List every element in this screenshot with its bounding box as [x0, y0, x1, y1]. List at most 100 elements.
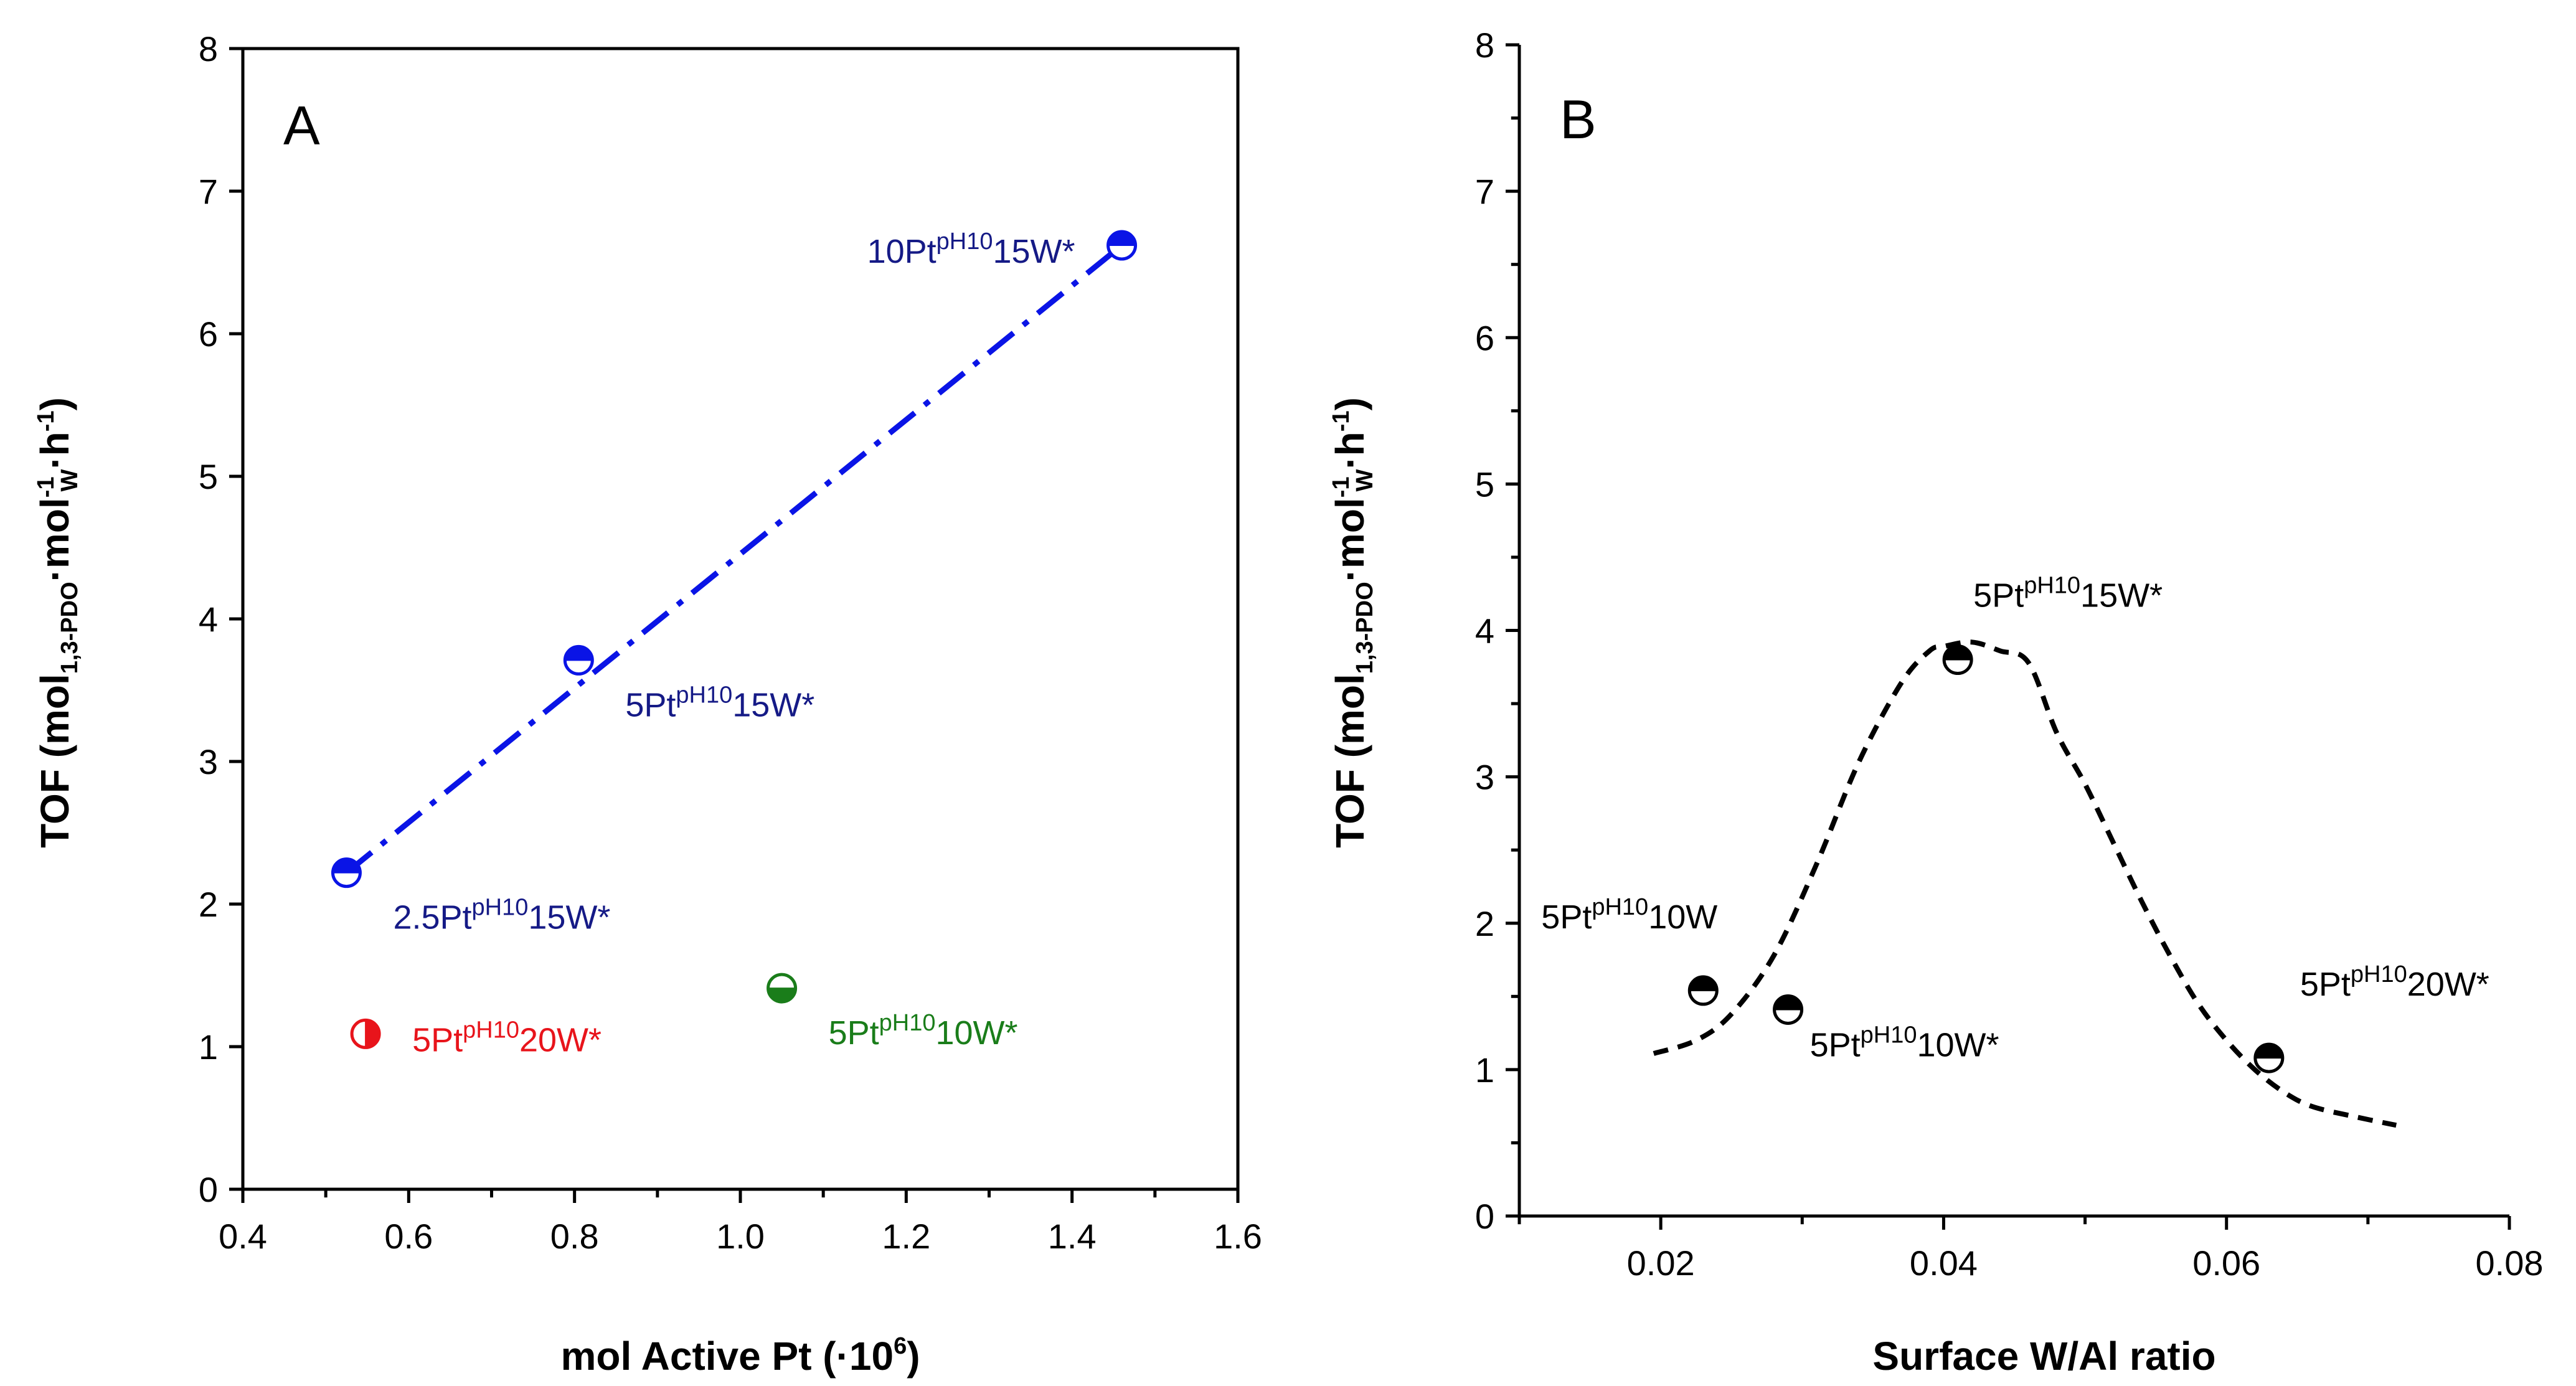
data-point-label-prefix: 5Pt — [625, 686, 676, 724]
data-point-label-suffix: 10W* — [1917, 1026, 1999, 1063]
panel-b-trend-curve — [1653, 639, 2397, 1128]
data-point — [1106, 230, 1138, 261]
y-tick-label: 4 — [1475, 611, 1494, 651]
data-point — [1773, 994, 1804, 1025]
panel-b-frame — [1519, 49, 2509, 1216]
panel-a-fit-line — [344, 243, 1124, 875]
data-point-label: 5PtpH1015W* — [625, 682, 814, 724]
data-point-fill — [2254, 1044, 2283, 1059]
data-point-label-sup: pH10 — [2024, 573, 2080, 599]
panel-a-frame — [241, 47, 1240, 1191]
data-point — [331, 857, 362, 889]
data-point-fill — [1689, 976, 1718, 991]
data-point-fill — [1943, 645, 1973, 661]
data-point — [563, 644, 594, 676]
data-point-label: 5PtpH1010W* — [829, 1010, 1018, 1052]
data-point-label-suffix: 20W* — [2407, 966, 2489, 1003]
y-tick-label: 1 — [199, 1027, 218, 1067]
data-point-fill — [767, 988, 796, 1003]
data-point-label: 5PtpH1020W* — [2300, 961, 2489, 1003]
panel-a-point-labels: 2.5PtpH1015W*5PtpH1015W*10PtpH1015W*5Ptp… — [393, 229, 1075, 1058]
data-point-label-sup: pH10 — [879, 1010, 936, 1036]
panel-a-x-axis-title-text: mol Active Pt (·10 — [560, 1334, 894, 1379]
data-point-label-prefix: 2.5Pt — [393, 899, 471, 936]
data-point-label: 5PtpH1010W — [1541, 894, 1717, 936]
y-tick-label: 2 — [1475, 904, 1494, 943]
y-tick-label: 2 — [199, 885, 218, 924]
y-tick-label: 3 — [1475, 758, 1494, 797]
x-tick-label: 1.2 — [882, 1217, 930, 1256]
panel-a-ticks: 0 1 2 3 4 5 6 7 8 0.4 0.6 0.8 1.0 1.2 1.4 1.6 — [199, 29, 1262, 1256]
data-point-label-suffix: 10W — [1648, 898, 1717, 936]
x-tick-label: 0.04 — [1910, 1243, 1978, 1283]
data-point-label: 5PtpH1015W* — [1973, 573, 2163, 615]
panel-b-x-axis-title: Surface W/Al ratio — [1872, 1334, 2215, 1379]
data-point-fill — [365, 1019, 380, 1049]
y-tick-label: 1 — [1475, 1050, 1494, 1090]
data-point-label: 10PtpH1015W* — [867, 229, 1075, 270]
data-point-label-prefix: 5Pt — [829, 1014, 879, 1052]
data-point — [350, 1018, 381, 1049]
data-point-label-prefix: 5Pt — [1810, 1026, 1861, 1063]
y-tick-label: 0 — [1475, 1197, 1494, 1236]
data-point-label-sup: pH10 — [472, 895, 529, 921]
panel-b-ticks: 0 1 2 3 4 5 6 7 8 0.02 0.04 0.06 0.08 — [1475, 26, 2544, 1283]
x-tick-label: 0.08 — [2476, 1243, 2544, 1283]
data-point-fill — [1773, 995, 1803, 1011]
data-point-fill — [332, 858, 361, 874]
data-point-label: 5PtpH1010W* — [1810, 1022, 1999, 1063]
y-tick-label: 6 — [1475, 318, 1494, 357]
y-tick-label: 5 — [199, 457, 218, 496]
data-point-label-sup: pH10 — [676, 682, 732, 708]
data-point-label-suffix: 15W* — [993, 233, 1075, 270]
panel-a-x-axis-title-end: ) — [907, 1334, 920, 1379]
data-point-label-prefix: 5Pt — [1541, 898, 1592, 936]
y-tick-label: 4 — [199, 600, 218, 639]
y-tick-label: 7 — [1475, 172, 1494, 211]
panel-a-letter: A — [283, 95, 320, 156]
data-point-label-suffix: 15W* — [732, 686, 814, 724]
data-point-label-prefix: 10Pt — [867, 233, 937, 270]
y-tick-label: 7 — [199, 172, 218, 211]
panel-b-points — [1687, 644, 2285, 1073]
data-point-fill — [564, 646, 593, 661]
y-tick-label: 5 — [1475, 464, 1494, 504]
panel-a-x-axis-title-sup: 6 — [894, 1333, 907, 1359]
panel-a-x-axis-title: mol Active Pt (·106) — [560, 1333, 920, 1379]
data-point-label: 2.5PtpH1015W* — [393, 895, 610, 936]
data-point-label-sup: pH10 — [1861, 1022, 1917, 1048]
data-point — [2253, 1042, 2285, 1073]
data-point — [1942, 644, 1973, 676]
x-tick-label: 1.6 — [1214, 1217, 1262, 1256]
data-point-label-sup: pH10 — [463, 1017, 519, 1043]
data-point-label-suffix: 15W* — [2080, 577, 2163, 615]
data-point-fill — [1107, 231, 1136, 247]
x-tick-label: 0.06 — [2192, 1243, 2260, 1283]
data-point-label-sup: pH10 — [2351, 961, 2407, 988]
data-point-label-prefix: 5Pt — [1973, 577, 2024, 615]
y-tick-label: 0 — [199, 1170, 218, 1209]
data-point — [767, 973, 798, 1004]
panel-b-y-axis-title: TOF (mol1,3-PDO·mol-1W·h-1) — [1328, 397, 1378, 848]
data-point-label-suffix: 20W* — [519, 1021, 602, 1058]
data-point-label-suffix: 10W* — [935, 1014, 1017, 1052]
x-tick-label: 0.6 — [384, 1217, 433, 1256]
x-tick-label: 0.4 — [219, 1217, 267, 1256]
panel-a-points — [331, 230, 1138, 1049]
data-point-label-prefix: 5Pt — [412, 1021, 463, 1058]
x-tick-label: 1.4 — [1048, 1217, 1097, 1256]
data-point-label-sup: pH10 — [937, 229, 993, 255]
y-tick-label: 6 — [199, 314, 218, 354]
panel-b-letter: B — [1560, 88, 1597, 150]
data-point-label-prefix: 5Pt — [2300, 966, 2351, 1003]
x-tick-label: 1.0 — [716, 1217, 765, 1256]
x-tick-label: 0.8 — [550, 1217, 599, 1256]
y-tick-label: 3 — [199, 742, 218, 781]
data-point — [1687, 975, 1719, 1006]
y-tick-label: 8 — [1475, 26, 1494, 65]
y-tick-label: 8 — [199, 29, 218, 68]
panel-a-y-axis-title: TOF (mol1,3-PDO·mol-1W·h-1) — [32, 397, 83, 848]
